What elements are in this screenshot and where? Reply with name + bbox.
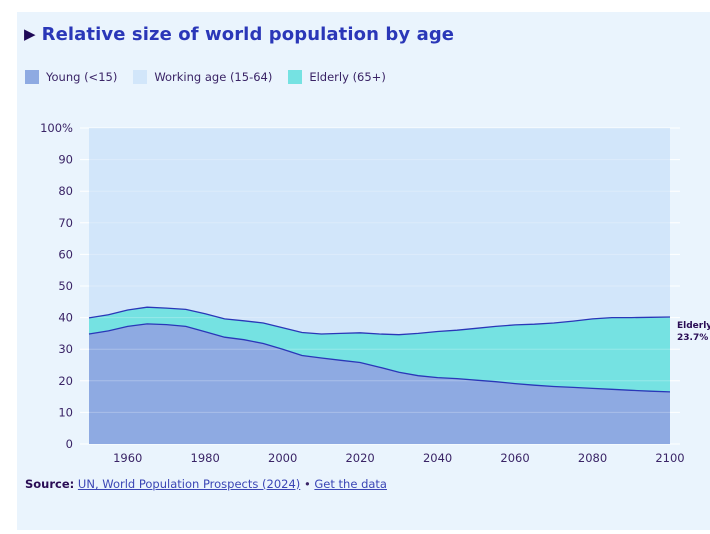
y-tick-label: 40	[58, 311, 73, 325]
legend-swatch-working-age	[133, 70, 148, 84]
legend-label-young: Young (<15)	[46, 70, 118, 84]
x-tick-label: 1980	[191, 451, 220, 465]
x-tick-label: 2020	[345, 451, 374, 465]
source-link[interactable]: UN, World Population Prospects (2024)	[77, 477, 301, 491]
y-tick-label: 10	[58, 405, 73, 419]
legend-item-young: Young (<15)	[25, 70, 117, 84]
legend: Young (<15) Working age (15-64) Elderly …	[25, 70, 402, 84]
end-annotation: Elderly 23.7%	[677, 321, 710, 343]
x-tick-label: 2040	[423, 451, 452, 465]
x-axis: 1960 1980 2000 2020 2040 2060 2080 2100	[113, 451, 685, 465]
source-line: Source: UN, World Population Prospects (…	[25, 477, 387, 491]
annotation-series-label: Elderly	[677, 321, 710, 331]
chart-plot: 0 10 20 30 40 50 60 70 80 90 100% 1960 1980 2000 2020…	[40, 121, 710, 465]
y-tick-label: 50	[58, 279, 73, 293]
legend-item-elderly: Elderly (65+)	[288, 70, 386, 84]
play-triangle-icon[interactable]: ▶	[24, 25, 36, 43]
legend-label-elderly: Elderly (65+)	[309, 70, 386, 84]
gridlines-overlay	[89, 127, 670, 413]
x-tick-label: 2080	[578, 451, 607, 465]
legend-item-working-age: Working age (15-64)	[133, 70, 272, 84]
source-prefix: Source:	[25, 477, 75, 491]
legend-swatch-elderly	[288, 70, 303, 84]
x-tick-label: 2000	[268, 451, 297, 465]
x-tick-label: 2060	[500, 451, 529, 465]
x-tick-label: 1960	[113, 451, 142, 465]
areas	[89, 128, 670, 444]
x-tick-label: 2100	[655, 451, 684, 465]
line-young-top	[88, 323, 671, 393]
get-data-link[interactable]: Get the data	[314, 477, 387, 491]
y-tick-label: 20	[58, 374, 73, 388]
source-separator: •	[303, 477, 311, 491]
boundary-lines	[88, 306, 671, 393]
y-tick-label: 70	[58, 216, 73, 230]
legend-label-working-age: Working age (15-64)	[154, 70, 273, 84]
y-tick-label: 60	[58, 247, 73, 261]
y-tick-label: 0	[66, 437, 73, 451]
area-young	[89, 323, 670, 444]
chart-title-text: Relative size of world population by age	[41, 24, 455, 45]
y-axis: 0 10 20 30 40 50 60 70 80 90 100%	[40, 121, 73, 451]
legend-swatch-young	[25, 70, 39, 84]
chart-title: ▶ Relative size of world population by ag…	[24, 24, 454, 45]
line-elderly-top	[88, 306, 671, 336]
y-tick-label: 80	[58, 184, 73, 198]
annotation-value-label: 23.7%	[677, 333, 708, 343]
y-tick-label: 100%	[40, 121, 73, 135]
y-tick-label: 30	[58, 342, 73, 356]
y-tick-label: 90	[58, 153, 73, 167]
